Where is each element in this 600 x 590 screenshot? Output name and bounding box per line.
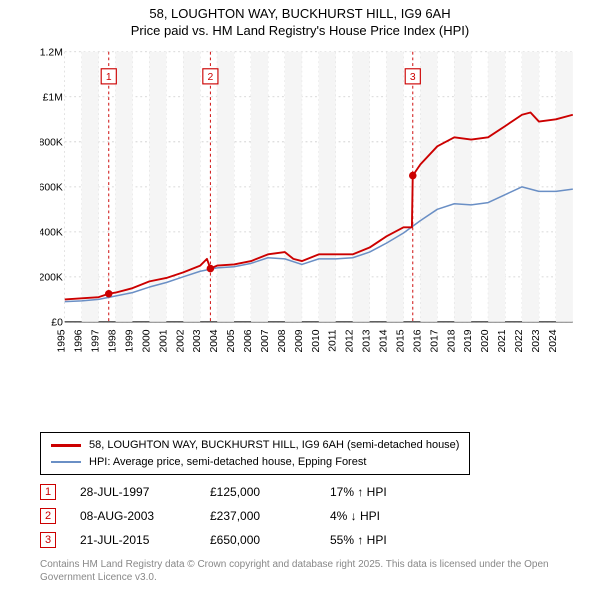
title-line1: 58, LOUGHTON WAY, BUCKHURST HILL, IG9 6A…: [0, 6, 600, 23]
sale-price: £125,000: [210, 480, 330, 504]
sale-row: 2 08-AUG-2003£237,0004% ↓ HPI: [40, 504, 399, 528]
sale-badge: 1: [40, 484, 56, 500]
footnote: Contains HM Land Registry data © Crown c…: [40, 559, 580, 584]
sale-delta: 17% ↑ HPI: [330, 480, 399, 504]
chart-title: 58, LOUGHTON WAY, BUCKHURST HILL, IG9 6A…: [0, 0, 600, 40]
svg-text:2024: 2024: [548, 329, 559, 352]
svg-text:£1.2M: £1.2M: [40, 48, 63, 59]
svg-text:1: 1: [106, 72, 112, 83]
svg-text:£400K: £400K: [40, 228, 63, 239]
svg-text:1995: 1995: [57, 329, 68, 352]
svg-text:1999: 1999: [124, 329, 135, 352]
sale-date: 08-AUG-2003: [80, 504, 210, 528]
svg-text:2004: 2004: [209, 329, 220, 352]
svg-text:2019: 2019: [463, 329, 474, 352]
sale-row: 3 21-JUL-2015£650,00055% ↑ HPI: [40, 528, 399, 552]
svg-text:2013: 2013: [362, 329, 373, 352]
svg-text:1996: 1996: [74, 329, 85, 352]
sale-badge: 2: [40, 508, 56, 524]
svg-text:2018: 2018: [446, 329, 457, 352]
sale-delta: 55% ↑ HPI: [330, 528, 399, 552]
svg-text:2017: 2017: [429, 329, 440, 352]
svg-text:2003: 2003: [192, 329, 203, 352]
sale-badge-cell: 3: [40, 528, 80, 552]
sale-badge-cell: 1: [40, 480, 80, 504]
svg-text:1997: 1997: [91, 329, 102, 352]
svg-text:2016: 2016: [412, 329, 423, 352]
svg-text:2012: 2012: [345, 329, 356, 352]
svg-text:£800K: £800K: [40, 138, 63, 149]
svg-text:2005: 2005: [226, 329, 237, 352]
svg-text:2021: 2021: [497, 329, 508, 352]
svg-text:2023: 2023: [531, 329, 542, 352]
sale-row: 1 28-JUL-1997£125,00017% ↑ HPI: [40, 480, 399, 504]
svg-text:2015: 2015: [395, 329, 406, 352]
sale-price: £237,000: [210, 504, 330, 528]
legend-swatch-hpi: [51, 461, 81, 463]
svg-text:1998: 1998: [108, 329, 119, 352]
sale-badge-cell: 2: [40, 504, 80, 528]
sale-delta: 4% ↓ HPI: [330, 504, 399, 528]
svg-text:2020: 2020: [480, 329, 491, 352]
svg-text:2009: 2009: [294, 329, 305, 352]
svg-text:2007: 2007: [260, 329, 271, 352]
svg-text:£200K: £200K: [40, 273, 63, 284]
svg-text:2022: 2022: [514, 329, 525, 352]
svg-text:2002: 2002: [175, 329, 186, 352]
legend-label-price: 58, LOUGHTON WAY, BUCKHURST HILL, IG9 6A…: [89, 437, 459, 454]
legend-label-hpi: HPI: Average price, semi-detached house,…: [89, 454, 366, 471]
sales-table: 1 28-JUL-1997£125,00017% ↑ HPI 2 08-AUG-200…: [40, 480, 399, 552]
legend: 58, LOUGHTON WAY, BUCKHURST HILL, IG9 6A…: [40, 432, 470, 475]
chart-svg: 1 2 3 £0 £200K £400K £600K £800K £1M £1.2M 1995 1…: [40, 48, 590, 388]
svg-text:2006: 2006: [243, 329, 254, 352]
sale-price: £650,000: [210, 528, 330, 552]
legend-row-hpi: HPI: Average price, semi-detached house,…: [51, 454, 459, 471]
sale-date: 21-JUL-2015: [80, 528, 210, 552]
svg-text:£0: £0: [51, 318, 63, 329]
svg-text:2011: 2011: [328, 329, 339, 352]
title-line2: Price paid vs. HM Land Registry's House …: [0, 23, 600, 40]
sale-badge: 3: [40, 532, 56, 548]
svg-text:£1M: £1M: [43, 93, 63, 104]
svg-text:2010: 2010: [311, 329, 322, 352]
svg-text:2001: 2001: [158, 329, 169, 352]
legend-swatch-price: [51, 444, 81, 447]
svg-text:2014: 2014: [379, 329, 390, 352]
svg-text:3: 3: [410, 72, 416, 83]
legend-row-price: 58, LOUGHTON WAY, BUCKHURST HILL, IG9 6A…: [51, 437, 459, 454]
chart-area: 1 2 3 £0 £200K £400K £600K £800K £1M £1.2M 1995 1…: [40, 48, 590, 388]
svg-text:2008: 2008: [277, 329, 288, 352]
svg-text:£600K: £600K: [40, 183, 63, 194]
svg-text:2000: 2000: [141, 329, 152, 352]
sale-date: 28-JUL-1997: [80, 480, 210, 504]
svg-text:2: 2: [207, 72, 213, 83]
